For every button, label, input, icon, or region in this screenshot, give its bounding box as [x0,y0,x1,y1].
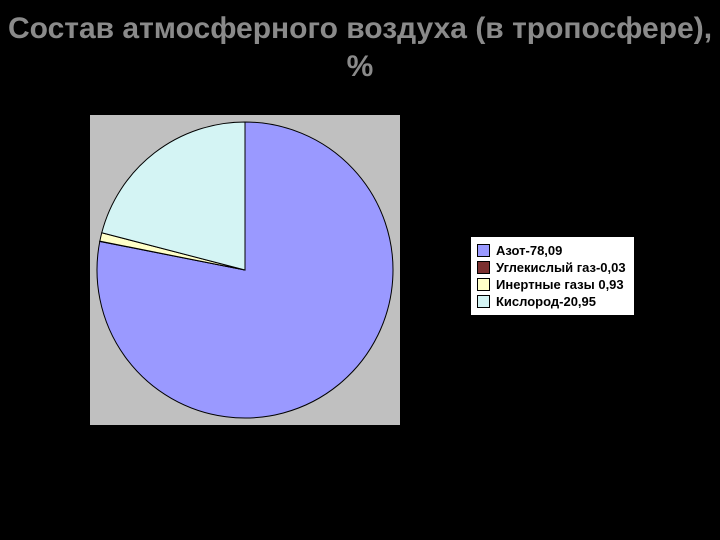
legend-label: Азот-78,09 [496,243,562,258]
legend-label: Углекислый газ-0,03 [496,260,626,275]
legend-item: Углекислый газ-0,03 [477,260,626,275]
legend-swatch [477,244,490,257]
legend-item: Азот-78,09 [477,243,626,258]
pie-chart [90,115,400,425]
chart-plot-area [90,115,400,425]
chart-title: Состав атмосферного воздуха (в тропосфер… [0,10,720,85]
legend-label: Кислород-20,95 [496,294,596,309]
slide: Состав атмосферного воздуха (в тропосфер… [0,0,720,540]
legend-swatch [477,295,490,308]
legend: Азот-78,09 Углекислый газ-0,03 Инертные га… [470,236,635,316]
legend-item: Инертные газы 0,93 [477,277,626,292]
legend-swatch [477,261,490,274]
legend-swatch [477,278,490,291]
legend-item: Кислород-20,95 [477,294,626,309]
legend-label: Инертные газы 0,93 [496,277,624,292]
